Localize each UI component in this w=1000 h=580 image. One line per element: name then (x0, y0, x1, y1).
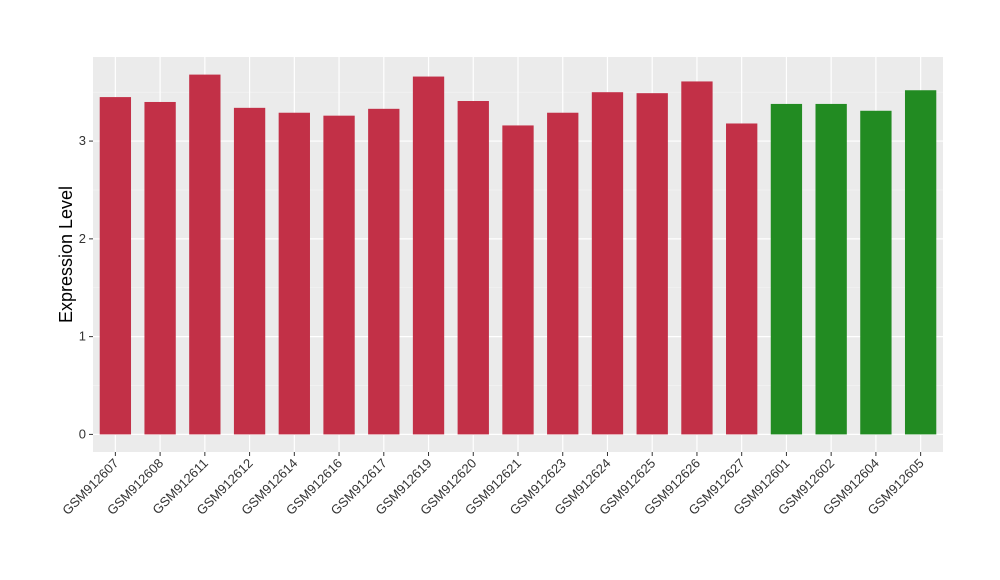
bar-GSM912611 (189, 74, 221, 435)
bar-GSM912627 (726, 123, 758, 435)
bar-GSM912601 (770, 103, 803, 435)
bar-GSM912616 (323, 115, 355, 435)
bar-GSM912619 (412, 76, 445, 435)
bar-GSM912614 (278, 112, 310, 435)
bar-GSM912602 (815, 103, 847, 435)
bar-GSM912621 (502, 125, 534, 435)
y-tick-label: 2 (79, 231, 86, 246)
y-tick-label: 1 (79, 329, 86, 344)
bar-GSM912623 (547, 112, 579, 435)
bar-GSM912607 (99, 97, 132, 435)
bar-GSM912626 (681, 81, 713, 435)
bar-GSM912617 (368, 108, 400, 435)
bar-GSM912605 (904, 90, 937, 435)
y-tick-label: 3 (79, 133, 86, 148)
y-tick-label: 0 (79, 426, 86, 441)
y-axis-title: Expression Level (56, 186, 76, 323)
bar-GSM912625 (636, 93, 668, 435)
bar-GSM912608 (144, 101, 176, 435)
bar-GSM912612 (233, 107, 266, 435)
bar-GSM912604 (860, 110, 892, 435)
bar-GSM912624 (591, 92, 624, 435)
bar-GSM912620 (457, 100, 489, 435)
